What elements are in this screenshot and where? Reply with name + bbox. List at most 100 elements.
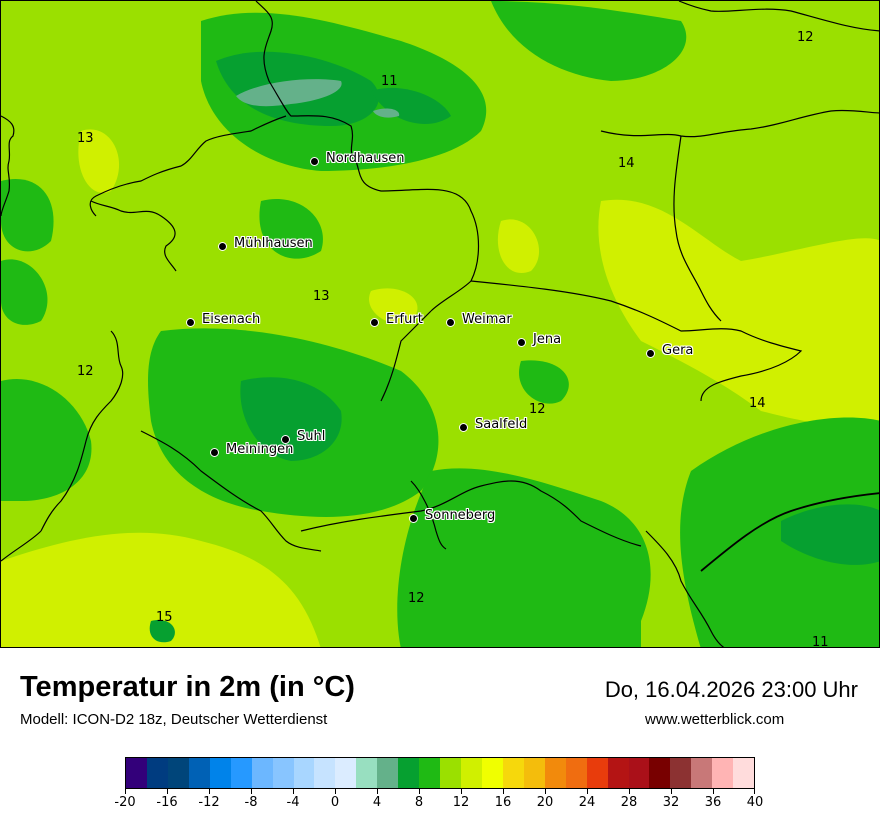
city-dot-icon — [646, 349, 655, 358]
legend-color-cell — [544, 758, 566, 788]
legend-tick-label: 0 — [330, 795, 340, 810]
city-label: Mühlhausen — [234, 236, 313, 251]
city-label: Nordhausen — [326, 151, 405, 166]
legend-color-cell — [628, 758, 650, 788]
legend-color-cell — [461, 758, 482, 788]
city-label: Sonneberg — [425, 508, 496, 523]
legend-tick-label: 28 — [620, 795, 638, 810]
legend-tick-mark — [167, 789, 168, 794]
legend-color-cell — [670, 758, 692, 788]
legend-color-cell — [188, 758, 210, 788]
legend-tick-mark — [587, 789, 588, 794]
legend-color-cell — [146, 758, 168, 788]
city-label: Eisenach — [202, 312, 261, 327]
legend-color-cell — [398, 758, 420, 788]
legend-tick-mark — [377, 789, 378, 794]
legend-color-cell — [607, 758, 629, 788]
legend-color-cell — [314, 758, 336, 788]
legend-color-cell — [209, 758, 231, 788]
legend-tick-mark — [419, 789, 420, 794]
temperature-value-label: 14 — [618, 156, 635, 171]
city-dot-icon — [218, 242, 227, 251]
legend-tick-mark — [461, 789, 462, 794]
forecast-datetime: Do, 16.04.2026 23:00 Uhr — [604, 677, 858, 702]
legend-tick-label: 20 — [536, 795, 554, 810]
legend-tick-mark — [503, 789, 504, 794]
legend-tick-label: 32 — [662, 795, 680, 810]
temperature-value-label: 14 — [749, 396, 766, 411]
city-dot-icon — [446, 318, 455, 327]
legend-color-cell — [712, 758, 734, 788]
legend-tick-mark — [251, 789, 252, 794]
legend-color-cell — [335, 758, 357, 788]
legend-tick-mark — [125, 789, 126, 794]
legend-color-cell — [230, 758, 252, 788]
legend-tick-label: 12 — [452, 795, 470, 810]
color-scale-legend — [125, 757, 755, 789]
legend-tick-label: -12 — [198, 795, 220, 810]
temperature-value-label: 15 — [156, 610, 173, 625]
legend-color-cell — [419, 758, 441, 788]
legend-tick-label: -4 — [286, 795, 300, 810]
city-dot-icon — [409, 514, 418, 523]
temperature-value-label: 13 — [313, 289, 330, 304]
legend-color-cell — [356, 758, 378, 788]
legend-tick-mark — [754, 789, 755, 794]
city-label: Meiningen — [226, 442, 294, 457]
city-label: Jena — [533, 332, 562, 347]
legend-tick-label: -8 — [244, 795, 258, 810]
legend-color-cell — [167, 758, 189, 788]
legend-tick-label: 40 — [746, 795, 764, 810]
city-label: Saalfeld — [475, 417, 528, 432]
legend-ticks: -20 -16 -12 -8 -4 0 4 8 12 16 20 24 28 32 36 40 — [114, 789, 763, 819]
legend-color-cell — [272, 758, 294, 788]
legend-tick-label: 16 — [494, 795, 512, 810]
legend-tick-label: -16 — [156, 795, 178, 810]
legend-tick-label: 24 — [578, 795, 596, 810]
legend-color-cell — [691, 758, 713, 788]
legend-color-cell — [481, 758, 503, 788]
legend-tick-label: 4 — [372, 795, 382, 810]
legend-color-cell — [523, 758, 545, 788]
city-dot-icon — [310, 157, 319, 166]
temperature-value-label: 13 — [77, 131, 94, 146]
city-dot-icon — [281, 435, 290, 444]
legend-color-cell — [293, 758, 315, 788]
legend-tick-mark — [293, 789, 294, 794]
city-label: Gera — [662, 343, 694, 358]
map-title: Temperatur in 2m (in °C) — [20, 671, 355, 703]
legend-color-cell — [649, 758, 671, 788]
city-dot-icon — [186, 318, 195, 327]
temperature-map: Nordhausen Mühlhausen Eisenach Erfurt Weimar… — [0, 0, 880, 648]
temperature-value-label: 11 — [812, 635, 829, 648]
legend-color-cell — [377, 758, 399, 788]
legend-color-cell — [251, 758, 273, 788]
legend-tick-mark — [629, 789, 630, 794]
city-label: Suhl — [297, 429, 326, 444]
city-dot-icon — [210, 448, 219, 457]
city-dot-icon — [370, 318, 379, 327]
temperature-value-label: 12 — [797, 30, 814, 45]
legend-tick-mark — [713, 789, 714, 794]
legend-color-cell — [502, 758, 524, 788]
model-subtitle: Modell: ICON-D2 18z, Deutscher Wetterdie… — [20, 711, 328, 728]
legend-tick-mark — [545, 789, 546, 794]
temperature-value-label: 11 — [381, 74, 398, 89]
city-label: Weimar — [462, 312, 512, 327]
website-link[interactable]: www.wetterblick.com — [645, 711, 785, 728]
city-dot-icon — [459, 423, 468, 432]
temperature-value-label: 12 — [77, 364, 94, 379]
legend-tick-label: 8 — [414, 795, 424, 810]
legend-color-cell — [586, 758, 608, 788]
legend-color-cell — [733, 758, 755, 788]
city-label: Erfurt — [386, 312, 423, 327]
legend-tick-mark — [209, 789, 210, 794]
legend-tick-mark — [335, 789, 336, 794]
legend-tick-label: 36 — [704, 795, 722, 810]
legend-tick-mark — [671, 789, 672, 794]
legend-color-cell — [440, 758, 461, 788]
legend-color-cell — [565, 758, 587, 788]
legend-color-cell — [126, 758, 147, 788]
city-dot-icon — [517, 338, 526, 347]
legend-tick-label: -20 — [114, 795, 136, 810]
